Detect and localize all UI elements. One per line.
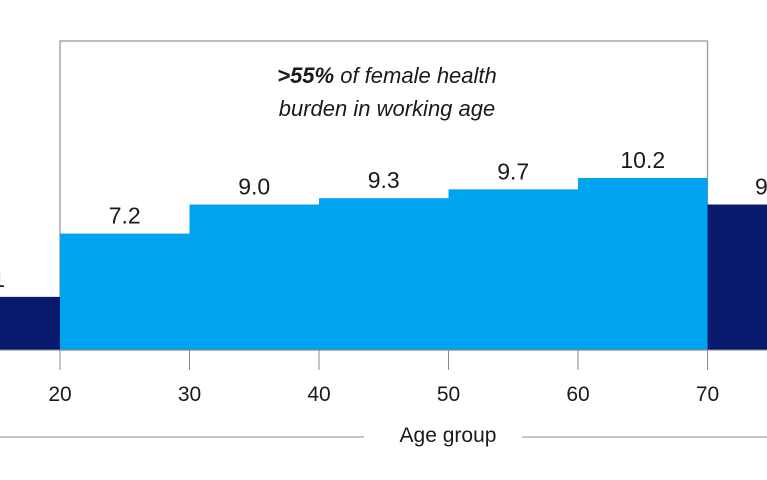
annotation-bold: >55%: [277, 63, 334, 88]
annotation-rest: of female health: [334, 63, 497, 88]
bar-20-30: [60, 233, 190, 350]
x-axis-title: Age group: [400, 424, 497, 447]
value-labels-layer: 1 7.2 9.0 9.3 9.7 10.2 9: [0, 147, 767, 292]
value-label-40-50: 9.3: [368, 167, 400, 193]
x-tick-label-30: 30: [178, 383, 201, 406]
annotation-line-2: burden in working age: [279, 96, 495, 121]
value-label-70-80: 9: [755, 174, 767, 200]
value-label-60-70: 10.2: [620, 147, 665, 173]
value-label-30-40: 9.0: [238, 174, 270, 200]
x-tick-label-20: 20: [48, 383, 71, 406]
x-tick-label-50: 50: [437, 383, 460, 406]
bar-30-40: [189, 204, 319, 350]
value-label-20-30: 7.2: [109, 203, 141, 229]
bar-60-70: [578, 177, 708, 350]
bar-50-60: [448, 189, 578, 350]
value-label-10-20: 1: [0, 266, 5, 292]
value-label-50-60: 9.7: [497, 158, 529, 184]
bar-40-50: [319, 198, 449, 350]
bar-70-80: [707, 204, 767, 350]
bars-layer: [0, 177, 767, 350]
x-tick-label-60: 60: [566, 383, 589, 406]
annotation-line-1: >55% of female health: [277, 63, 497, 88]
x-ticks-layer: 20 30 40 50 60 70: [48, 350, 719, 406]
bar-10-20: [0, 296, 60, 350]
x-tick-label-40: 40: [307, 383, 330, 406]
x-tick-label-70: 70: [696, 383, 719, 406]
